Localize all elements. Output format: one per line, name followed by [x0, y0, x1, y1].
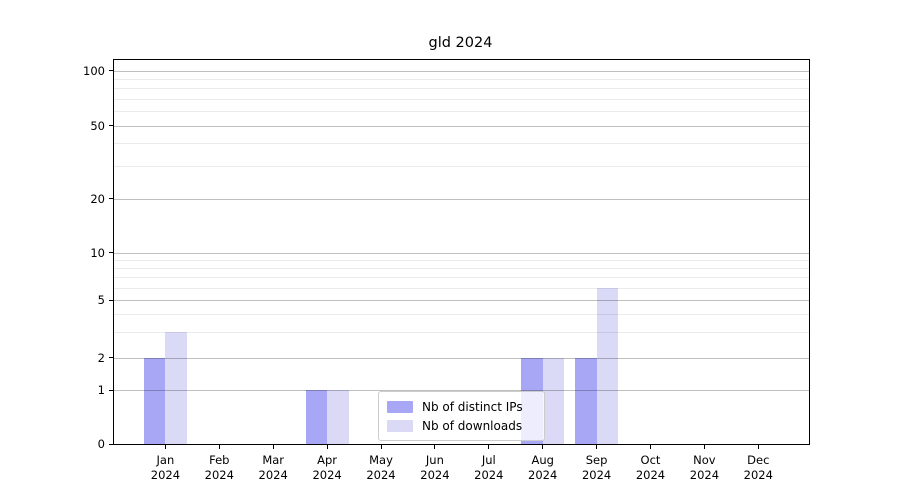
x-tick-label: Nov 2024	[689, 453, 720, 482]
x-tick-mark	[326, 445, 328, 449]
major-gridline	[114, 252, 809, 254]
legend: Nb of distinct IPs Nb of downloads	[378, 391, 545, 441]
plot-area: Nb of distinct IPs Nb of downloads	[113, 59, 810, 445]
y-tick-label: 50	[90, 118, 105, 133]
minor-gridline	[114, 259, 809, 261]
x-tick-mark	[272, 445, 274, 449]
minor-gridline	[114, 88, 809, 90]
x-tick-mark	[542, 445, 544, 449]
y-tick-label: 0	[97, 437, 105, 451]
minor-gridline	[114, 314, 809, 315]
y-tick-label: 10	[90, 245, 105, 260]
x-tick-label: Jul 2024	[474, 453, 504, 482]
y-tick-label: 2	[97, 350, 105, 365]
x-tick-mark	[596, 445, 598, 449]
minor-gridline	[114, 98, 809, 100]
x-tick-mark	[488, 445, 490, 449]
minor-gridline	[114, 111, 809, 112]
major-gridline	[114, 390, 809, 391]
y-tick-label: 20	[90, 191, 105, 206]
x-tick-label: Feb 2024	[204, 453, 234, 482]
legend-item-downloads: Nb of downloads	[387, 416, 536, 435]
bar-distinct-ips	[575, 357, 597, 444]
x-tick-mark	[434, 445, 436, 449]
major-gridline	[114, 357, 809, 359]
x-tick-label: Aug 2024	[528, 453, 558, 482]
x-tick-mark	[650, 445, 651, 449]
bar-downloads	[165, 332, 187, 444]
x-tick-mark	[380, 445, 382, 449]
minor-gridline	[114, 166, 809, 168]
y-tick-mark	[109, 443, 113, 445]
x-tick-label: Dec 2024	[743, 453, 773, 482]
major-gridline	[114, 70, 809, 72]
x-tick-label: Oct 2024	[635, 453, 666, 482]
x-tick-label: Jun 2024	[420, 453, 450, 482]
legend-label: Nb of downloads	[422, 418, 523, 433]
major-gridline	[114, 300, 809, 301]
bar-distinct-ips	[143, 357, 166, 444]
chart-title: gld 2024	[428, 35, 493, 51]
legend-swatch-downloads	[387, 419, 413, 432]
y-tick-mark	[109, 70, 113, 71]
x-tick-label: May 2024	[366, 453, 396, 482]
legend-label: Nb of distinct IPs	[422, 399, 523, 414]
x-tick-mark	[757, 445, 759, 449]
y-tick-mark	[109, 252, 113, 253]
y-tick-label: 5	[97, 293, 105, 307]
minor-gridline	[114, 78, 809, 80]
minor-gridline	[114, 267, 809, 269]
y-tick-label: 1	[97, 383, 105, 397]
major-gridline	[114, 125, 809, 127]
x-tick-label: Sep 2024	[581, 453, 612, 482]
y-tick-mark	[109, 299, 113, 301]
minor-gridline	[114, 287, 809, 289]
bar-downloads	[596, 287, 619, 444]
major-gridline	[114, 198, 809, 200]
bar-downloads	[327, 390, 349, 444]
y-tick-mark	[109, 125, 113, 126]
x-tick-label: Mar 2024	[258, 453, 288, 482]
x-tick-label: Apr 2024	[312, 453, 342, 482]
x-tick-mark	[164, 445, 166, 449]
y-tick-label: 100	[83, 63, 105, 78]
legend-item-distinct-ips: Nb of distinct IPs	[387, 397, 536, 416]
legend-swatch-distinct-ips	[387, 400, 413, 413]
minor-gridline	[114, 332, 809, 334]
x-tick-mark	[703, 445, 705, 449]
bar-distinct-ips	[305, 390, 328, 444]
bar-downloads	[542, 357, 565, 444]
y-tick-mark	[109, 357, 113, 358]
x-tick-mark	[218, 445, 220, 449]
y-tick-mark	[109, 389, 113, 391]
x-tick-label: Jan 2024	[150, 453, 181, 482]
minor-gridline	[114, 276, 809, 278]
minor-gridline	[114, 143, 809, 145]
y-tick-mark	[109, 198, 113, 199]
